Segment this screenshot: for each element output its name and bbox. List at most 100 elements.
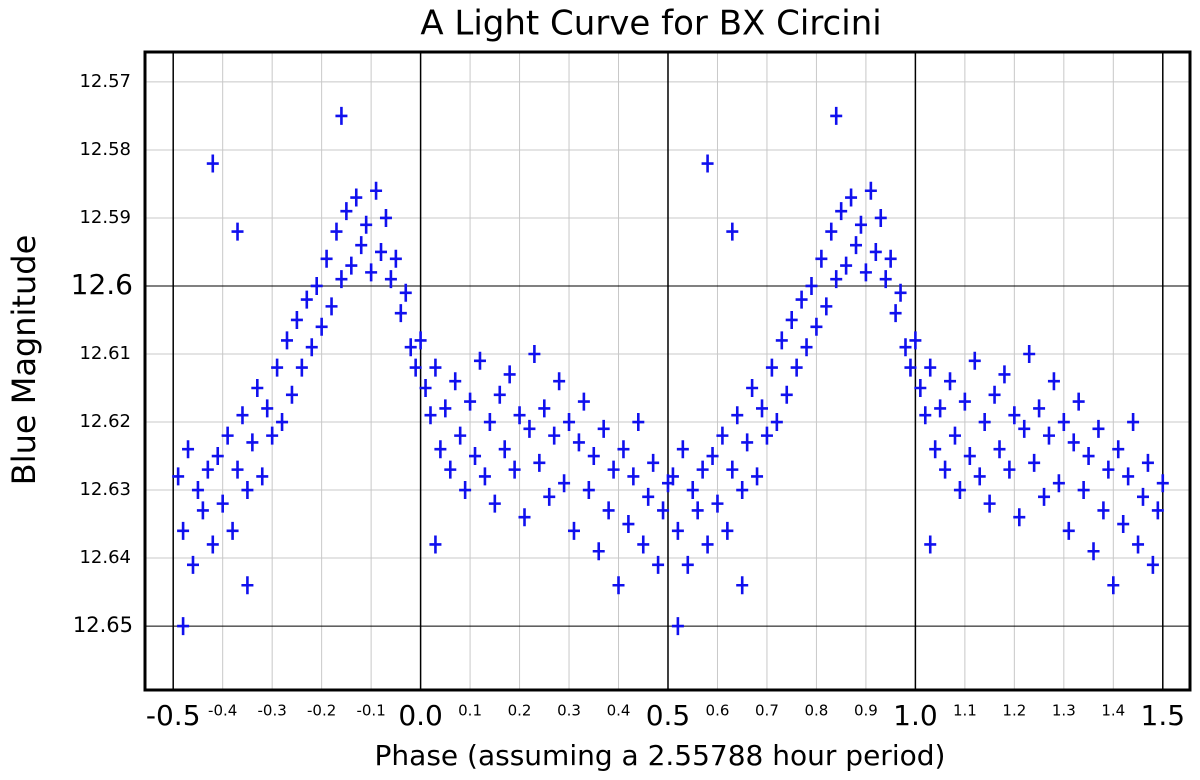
data-point	[1082, 447, 1095, 466]
data-point	[1042, 426, 1055, 445]
data-point	[647, 453, 660, 472]
data-point	[676, 440, 689, 459]
data-point	[459, 481, 472, 500]
data-point	[256, 467, 269, 486]
data-point	[1052, 474, 1065, 493]
y-tick-label: 12.59	[79, 207, 131, 228]
data-point	[523, 419, 536, 438]
data-point	[335, 106, 348, 125]
data-point	[365, 263, 378, 282]
data-point	[736, 576, 749, 595]
data-point	[795, 290, 808, 309]
data-point	[1057, 413, 1070, 432]
data-point	[508, 460, 521, 479]
x-tick-label: 0.4	[607, 702, 631, 720]
data-point	[914, 379, 927, 398]
data-point	[290, 310, 303, 329]
data-point	[310, 276, 323, 295]
data-point	[300, 290, 313, 309]
data-point	[370, 181, 383, 200]
x-tick-label: 1.2	[1002, 702, 1026, 720]
data-point	[1112, 440, 1125, 459]
x-tick-label: 0.5	[646, 699, 691, 732]
data-point	[988, 385, 1001, 404]
data-point	[815, 249, 828, 268]
data-point	[340, 202, 353, 221]
data-point	[617, 440, 630, 459]
data-point	[879, 270, 892, 289]
data-point	[607, 460, 620, 479]
data-point	[483, 413, 496, 432]
y-tick-label: 12.65	[73, 613, 133, 637]
data-point	[1156, 474, 1169, 493]
x-tick-label: 0.9	[854, 702, 878, 720]
data-point	[810, 317, 823, 336]
data-point	[983, 494, 996, 513]
data-point	[177, 521, 190, 540]
data-point	[271, 358, 284, 377]
data-point	[874, 208, 887, 227]
data-point	[587, 447, 600, 466]
data-point	[1122, 467, 1135, 486]
data-point	[394, 304, 407, 323]
data-point	[924, 358, 937, 377]
data-point	[226, 521, 239, 540]
data-point	[751, 467, 764, 486]
data-point	[1151, 501, 1164, 520]
data-point	[1072, 392, 1085, 411]
data-point	[315, 317, 328, 336]
data-point	[182, 440, 195, 459]
data-point	[1018, 419, 1031, 438]
data-point	[1087, 542, 1100, 561]
data-point	[454, 426, 467, 445]
data-point	[716, 426, 729, 445]
chart-title: A Light Curve for BX Circini	[420, 4, 881, 44]
data-point	[790, 358, 803, 377]
x-tick-label: 0.3	[557, 702, 581, 720]
data-point	[543, 487, 556, 506]
data-point	[973, 467, 986, 486]
data-point	[285, 385, 298, 404]
data-point	[701, 535, 714, 554]
y-tick-label: 12.6	[71, 268, 133, 301]
data-point	[503, 365, 516, 384]
data-point	[582, 481, 595, 500]
data-point	[854, 215, 867, 234]
data-point	[944, 372, 957, 391]
data-point	[597, 419, 610, 438]
data-point	[553, 372, 566, 391]
data-point	[785, 310, 798, 329]
data-point	[711, 494, 724, 513]
data-point	[281, 331, 294, 350]
data-point	[439, 399, 452, 418]
data-point	[177, 617, 190, 636]
data-point	[1062, 521, 1075, 540]
data-point	[756, 399, 769, 418]
data-point	[820, 297, 833, 316]
data-point	[429, 535, 442, 554]
data-point	[642, 487, 655, 506]
data-point	[191, 481, 204, 500]
data-point	[652, 555, 665, 574]
data-point	[657, 501, 670, 520]
data-point	[894, 283, 907, 302]
data-point	[513, 406, 526, 425]
data-point	[770, 413, 783, 432]
x-tick-label: 0.2	[508, 702, 532, 720]
x-tick-label: -0.5	[146, 699, 201, 732]
data-point	[701, 154, 714, 173]
data-point	[1141, 453, 1154, 472]
data-point	[800, 338, 813, 357]
data-point	[548, 426, 561, 445]
data-point	[1092, 419, 1105, 438]
data-point	[493, 385, 506, 404]
data-point	[335, 270, 348, 289]
data-point	[681, 555, 694, 574]
data-point	[345, 256, 358, 275]
data-point	[320, 249, 333, 268]
data-point	[295, 358, 308, 377]
data-point	[409, 358, 422, 377]
data-point	[266, 426, 279, 445]
y-tick-label: 12.61	[79, 343, 131, 364]
x-tick-label: -0.1	[356, 702, 385, 720]
